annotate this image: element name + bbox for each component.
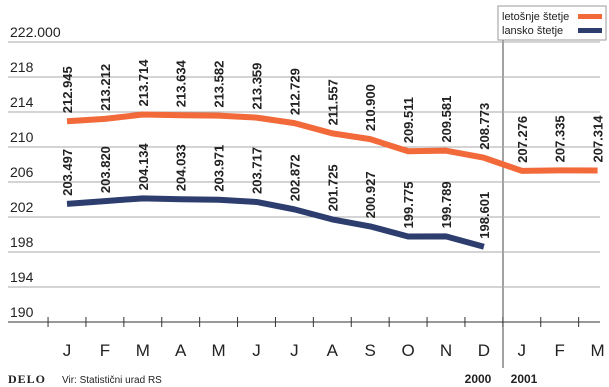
value-label: 213.634 xyxy=(174,59,189,107)
value-label: 203.497 xyxy=(60,149,75,196)
x-tick-label: D xyxy=(478,341,490,360)
y-tick-label: 194 xyxy=(10,269,34,285)
legend-box xyxy=(497,5,607,41)
x-tick-label: M xyxy=(591,341,605,360)
value-label: 198.601 xyxy=(477,192,492,239)
y-tick-label: 218 xyxy=(10,59,34,75)
y-tick-label: 190 xyxy=(10,304,34,320)
logo: DELO xyxy=(8,372,46,386)
value-label: 202.872 xyxy=(287,154,302,201)
source: Vir: Statistični urad RS xyxy=(62,375,162,386)
value-label: 210.900 xyxy=(363,84,378,131)
x-tick-label: M xyxy=(212,341,226,360)
value-label: 209.511 xyxy=(401,97,416,143)
value-label: 212.729 xyxy=(287,68,302,115)
x-tick-label: J xyxy=(518,341,527,360)
value-label: 204.134 xyxy=(136,143,151,191)
x-tick-label: F xyxy=(555,341,565,360)
value-label: 199.775 xyxy=(401,181,416,228)
legend-label: letošnje štetje xyxy=(502,11,569,23)
y-tick-label: 198 xyxy=(10,234,34,250)
value-label: 207.335 xyxy=(553,115,568,162)
value-label: 212.945 xyxy=(60,66,75,113)
x-tick-label: O xyxy=(401,341,414,360)
y-tick-label: 206 xyxy=(10,164,34,180)
year-label: 2001 xyxy=(511,372,538,386)
legend-label: lansko štetje xyxy=(502,25,563,37)
value-label: 200.927 xyxy=(363,171,378,218)
x-tick-label: S xyxy=(365,341,376,360)
value-label: 201.725 xyxy=(325,164,340,211)
series-line xyxy=(66,111,598,174)
x-tick-label: N xyxy=(440,341,452,360)
x-tick-label: M xyxy=(136,341,150,360)
value-label: 213.212 xyxy=(98,64,113,111)
value-label: 213.714 xyxy=(136,59,151,107)
value-label: 203.971 xyxy=(212,145,227,192)
series-line xyxy=(66,195,485,250)
value-label: 211.557 xyxy=(325,79,340,125)
legend-swatch xyxy=(578,28,602,33)
y-tick-label: 202 xyxy=(10,199,34,215)
value-label: 213.359 xyxy=(250,63,265,110)
legend-swatch xyxy=(578,14,602,19)
value-label: 207.314 xyxy=(591,115,606,163)
value-label: 213.582 xyxy=(212,61,227,108)
value-label: 203.717 xyxy=(250,147,265,194)
value-label: 209.581 xyxy=(439,96,454,143)
x-tick-label: J xyxy=(290,341,299,360)
x-tick-label: F xyxy=(100,341,110,360)
value-label: 204.033 xyxy=(174,144,189,191)
x-tick-label: J xyxy=(63,341,72,360)
x-tick-label: A xyxy=(175,341,187,360)
value-label: 207.276 xyxy=(515,116,530,163)
year-label: 2000 xyxy=(465,372,492,386)
y-tick-label: 222.000 xyxy=(10,24,61,40)
x-tick-label: A xyxy=(327,341,339,360)
value-label: 208.773 xyxy=(477,103,492,150)
value-label: 199.789 xyxy=(439,181,454,228)
value-label: 203.820 xyxy=(98,146,113,193)
x-tick-label: J xyxy=(252,341,261,360)
y-tick-label: 214 xyxy=(10,94,34,110)
y-tick-label: 210 xyxy=(10,129,34,145)
